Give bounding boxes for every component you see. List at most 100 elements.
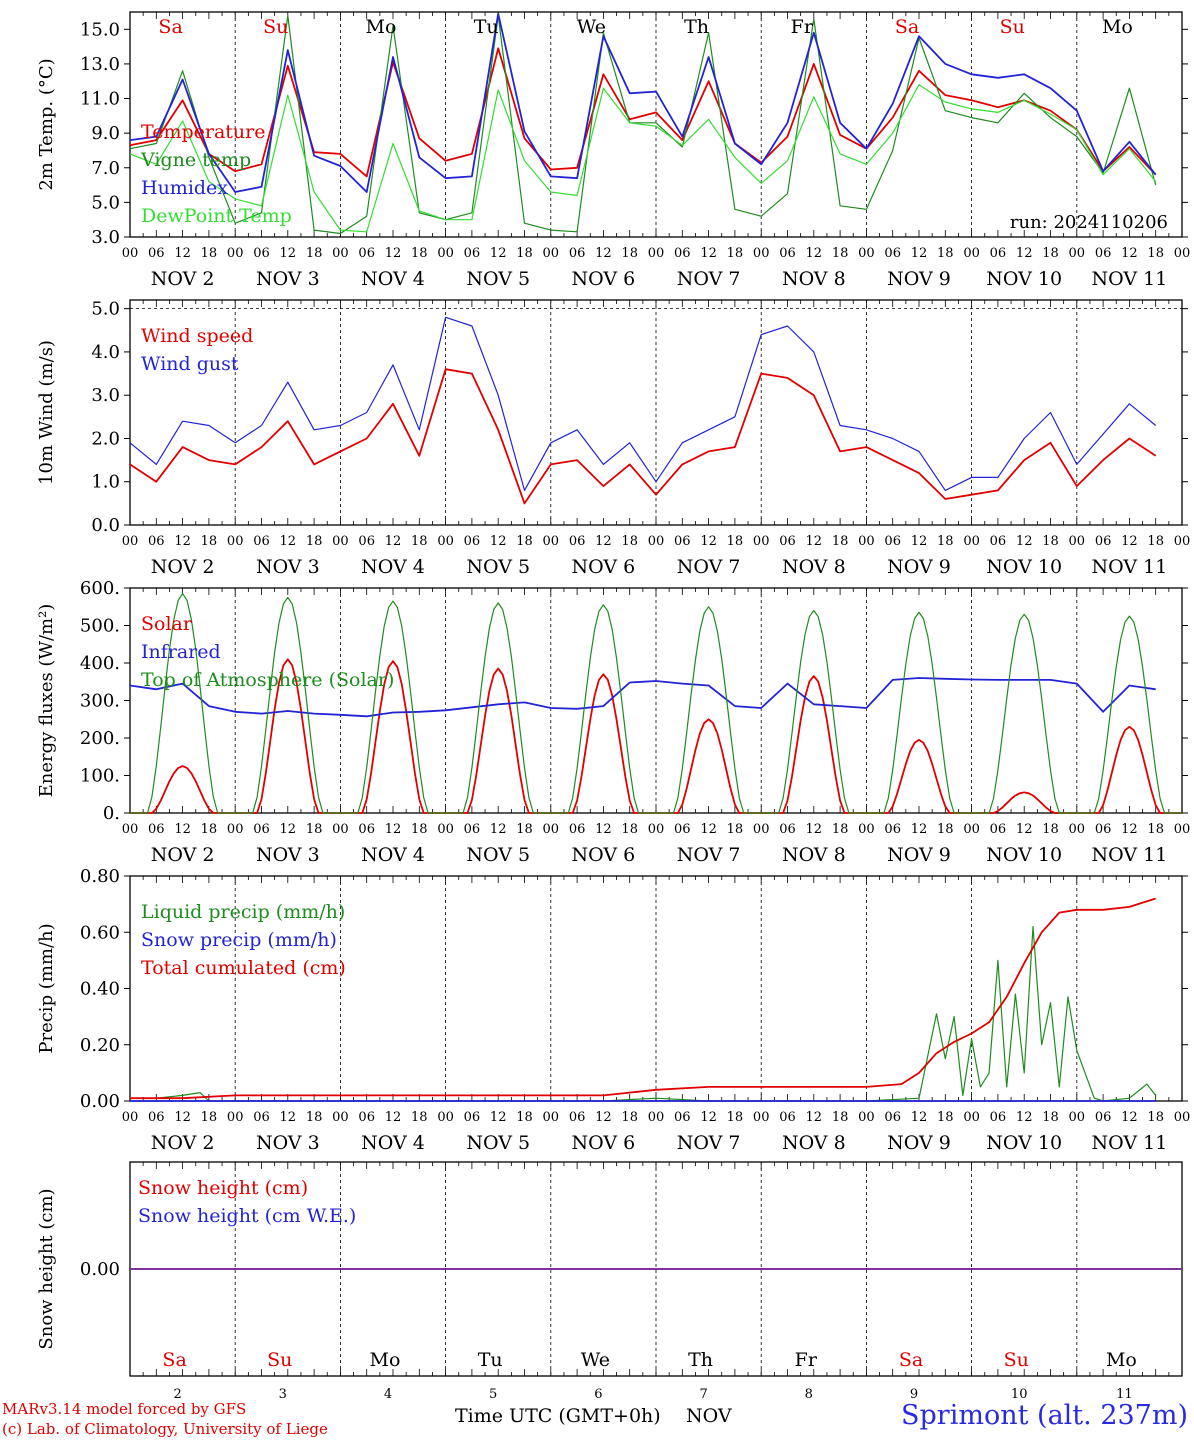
weekday-label-bottom: Su <box>267 1349 292 1371</box>
weekday-label-top: We <box>577 16 606 38</box>
day-number-label: 5 <box>489 1387 497 1402</box>
day-label: NOV 6 <box>572 1132 636 1154</box>
hour-tick-label: 12 <box>1016 246 1033 261</box>
hour-tick-label: 06 <box>148 534 165 549</box>
day-label: NOV 2 <box>151 844 215 866</box>
legend-entry: Wind speed <box>141 325 253 347</box>
hour-tick-label: 12 <box>595 822 612 837</box>
hour-tick-label: 12 <box>280 822 297 837</box>
hour-tick-label: 12 <box>490 822 507 837</box>
weekday-label-bottom: Tu <box>478 1349 503 1371</box>
day-label: NOV 3 <box>256 844 320 866</box>
hour-tick-label: 06 <box>779 534 796 549</box>
hour-tick-label: 18 <box>411 822 428 837</box>
y-tick-label: 600. <box>80 578 120 599</box>
hour-tick-label: 12 <box>700 534 717 549</box>
hour-tick-label: 00 <box>1069 534 1086 549</box>
hour-tick-label: 06 <box>569 822 586 837</box>
y-tick-label: 200. <box>80 728 120 749</box>
hour-tick-label: 00 <box>753 822 770 837</box>
hour-tick-label: 12 <box>911 246 928 261</box>
day-label: NOV 9 <box>887 268 951 290</box>
series-line-temperature <box>129 47 1157 178</box>
weekday-label-top: Mo <box>366 16 397 38</box>
y-tick-label: 0.00 <box>80 1259 120 1280</box>
hour-tick-label: 12 <box>1121 1110 1138 1125</box>
legend-entry: Vigne temp <box>140 149 251 171</box>
hour-tick-label: 18 <box>832 1110 849 1125</box>
hour-tick-label: 00 <box>543 534 560 549</box>
model-credit: MARv3.14 model forced by GFS <box>2 1400 247 1418</box>
hour-tick-label: 12 <box>806 822 823 837</box>
hour-tick-label: 12 <box>911 822 928 837</box>
hour-tick-label: 00 <box>963 1110 980 1125</box>
day-label: NOV 9 <box>887 1132 951 1154</box>
hour-tick-label: 18 <box>1042 534 1059 549</box>
hour-tick-label: 18 <box>621 534 638 549</box>
hour-tick-label: 18 <box>937 246 954 261</box>
hour-tick-label: 12 <box>1121 246 1138 261</box>
day-label: NOV 4 <box>361 844 425 866</box>
hour-tick-label: 18 <box>727 822 744 837</box>
weekday-label-bottom: We <box>581 1349 610 1371</box>
hour-tick-label: 06 <box>358 822 375 837</box>
legend-entry: Top of Atmosphere (Solar) <box>141 669 394 691</box>
hour-tick-label: 18 <box>937 534 954 549</box>
hour-tick-label: 06 <box>1095 822 1112 837</box>
hour-tick-label: 06 <box>358 1110 375 1125</box>
hour-tick-label: 00 <box>122 246 139 261</box>
series-line-dewpoint-temp <box>129 84 1157 233</box>
hour-tick-label: 00 <box>437 822 454 837</box>
y-tick-label: 15.0 <box>80 19 120 40</box>
hour-tick-label: 12 <box>700 1110 717 1125</box>
hour-tick-label: 18 <box>1042 246 1059 261</box>
hour-tick-label: 00 <box>543 246 560 261</box>
hour-tick-label: 12 <box>174 246 191 261</box>
day-label: NOV 4 <box>361 556 425 578</box>
hour-tick-label: 18 <box>306 1110 323 1125</box>
y-tick-label: 0. <box>103 803 120 824</box>
legend-entry: DewPoint Temp <box>141 205 292 227</box>
day-label: NOV 5 <box>466 268 530 290</box>
weekday-label-bottom: Su <box>1004 1349 1029 1371</box>
weekday-label-bottom: Th <box>688 1349 713 1371</box>
y-tick-label: 300. <box>80 691 120 712</box>
y-axis-label: Precip (mm/h) <box>36 923 57 1053</box>
hour-tick-label: 00 <box>1069 822 1086 837</box>
hour-tick-label: 06 <box>148 246 165 261</box>
hour-tick-label: 12 <box>1016 1110 1033 1125</box>
hour-tick-label: 00 <box>332 246 349 261</box>
hour-tick-label: 12 <box>911 1110 928 1125</box>
day-label: NOV 3 <box>256 268 320 290</box>
hour-tick-label: 06 <box>464 822 481 837</box>
day-label: NOV 5 <box>466 844 530 866</box>
day-label: NOV 6 <box>572 268 636 290</box>
legend-entry: Liquid precip (mm/h) <box>141 901 345 923</box>
hour-tick-label: 06 <box>779 1110 796 1125</box>
day-number-label: 9 <box>910 1387 918 1402</box>
hour-tick-label: 06 <box>253 1110 270 1125</box>
hour-tick-label: 06 <box>358 534 375 549</box>
hour-tick-label: 00 <box>963 822 980 837</box>
day-label: NOV 11 <box>1091 268 1167 290</box>
day-label: NOV 10 <box>986 1132 1062 1154</box>
hour-tick-label: 18 <box>727 1110 744 1125</box>
weekday-label-top: Th <box>684 16 709 38</box>
hour-tick-label: 06 <box>358 246 375 261</box>
hour-tick-label: 00 <box>963 534 980 549</box>
day-label: NOV 9 <box>887 844 951 866</box>
y-tick-label: 3.0 <box>91 227 120 248</box>
hour-tick-label: 00 <box>753 534 770 549</box>
day-label: NOV 7 <box>677 556 741 578</box>
legend-entry: Snow height (cm W.E.) <box>138 1205 356 1227</box>
hour-tick-label: 06 <box>884 534 901 549</box>
hour-tick-label: 06 <box>674 246 691 261</box>
hour-tick-label: 06 <box>464 534 481 549</box>
hour-tick-label: 00 <box>858 246 875 261</box>
hour-tick-label: 12 <box>806 1110 823 1125</box>
y-tick-label: 5.0 <box>91 192 120 213</box>
legend-entry: Humidex <box>141 177 228 199</box>
legend-entry: Temperature <box>141 121 265 143</box>
day-number-label: 3 <box>279 1387 287 1402</box>
